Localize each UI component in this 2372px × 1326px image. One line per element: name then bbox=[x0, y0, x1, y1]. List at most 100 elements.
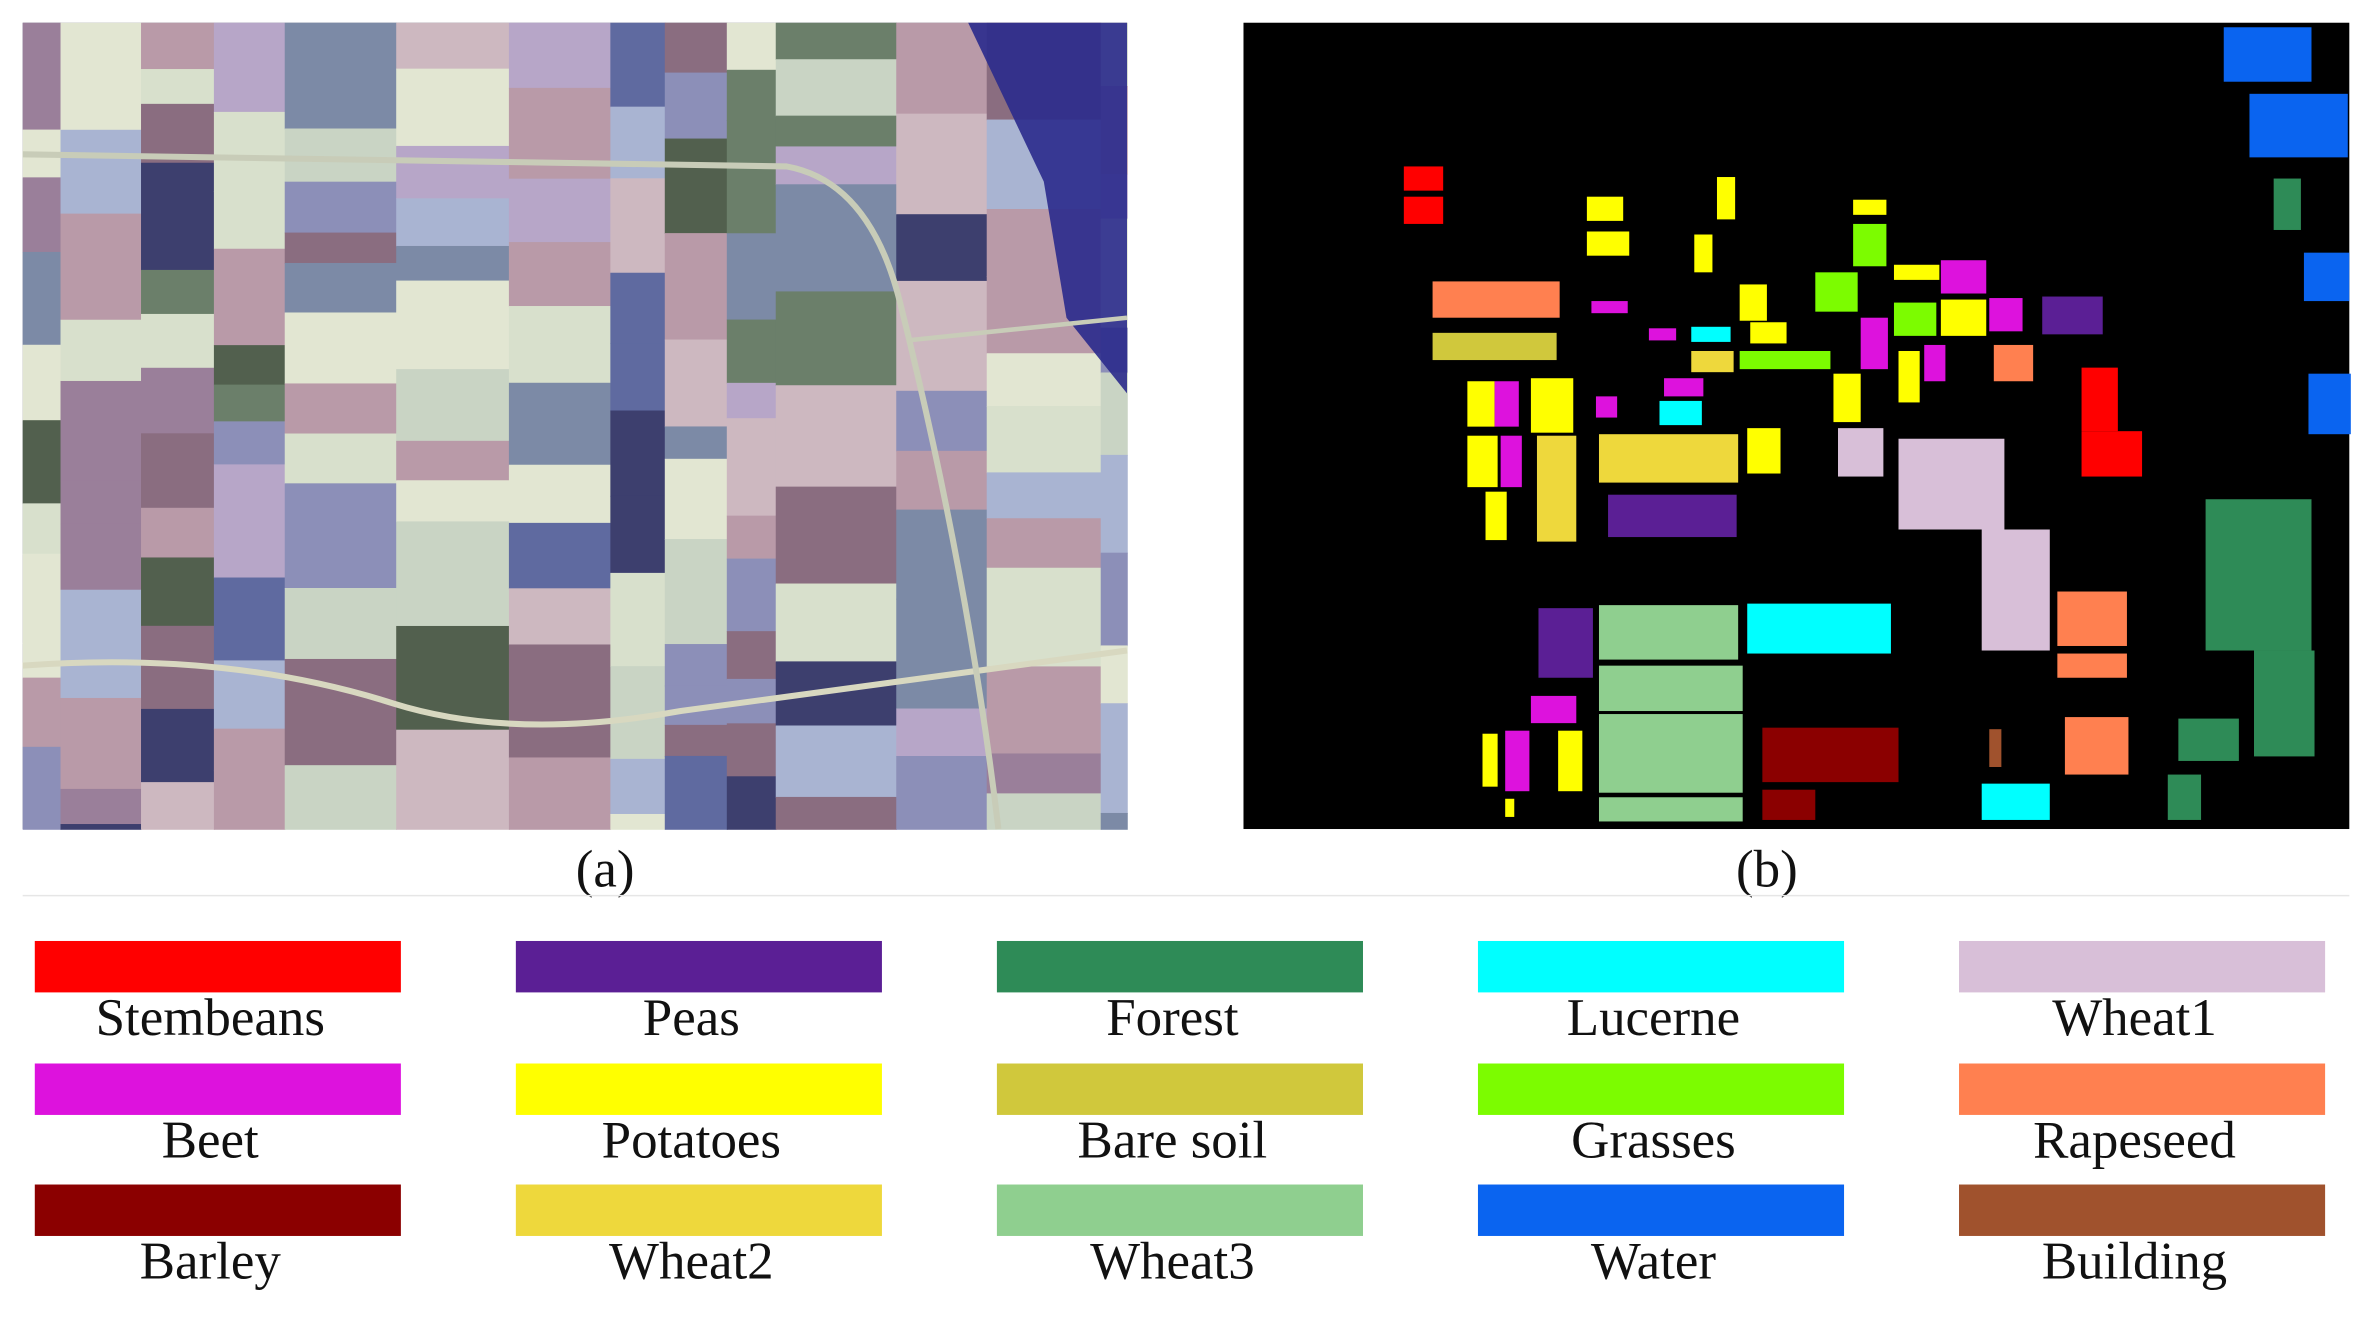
field-patch bbox=[610, 758, 666, 815]
field-patch bbox=[284, 433, 397, 485]
field-patch bbox=[610, 343, 666, 412]
field-patch bbox=[986, 518, 1102, 569]
legend-label: Barley bbox=[140, 1232, 282, 1290]
field-patch bbox=[775, 59, 898, 117]
field-patch bbox=[508, 644, 612, 759]
field-patch bbox=[610, 572, 666, 667]
field-patch bbox=[213, 111, 286, 192]
legend-label: Potatoes bbox=[602, 1111, 781, 1169]
field-patch bbox=[610, 495, 666, 574]
field-patch bbox=[213, 770, 286, 830]
labeled-field bbox=[2223, 27, 2312, 82]
labeled-field bbox=[1558, 730, 1583, 792]
field-patch bbox=[508, 178, 612, 243]
labeled-field bbox=[1833, 373, 1861, 423]
field-patch bbox=[664, 138, 728, 234]
field-patch bbox=[22, 177, 62, 253]
field-patch bbox=[986, 793, 1102, 830]
labeled-field bbox=[2042, 296, 2103, 335]
field-patch bbox=[22, 746, 62, 830]
field-patch bbox=[664, 233, 728, 341]
field-patch bbox=[141, 69, 215, 105]
field-patch bbox=[986, 472, 1102, 519]
road bbox=[907, 315, 1128, 343]
ground-truth-map bbox=[1243, 22, 2351, 830]
field-patch bbox=[60, 589, 142, 699]
field-patch bbox=[396, 198, 510, 247]
field-patch bbox=[22, 677, 62, 748]
field-patch bbox=[141, 782, 215, 830]
field-patch bbox=[396, 68, 510, 147]
legend-swatch bbox=[1959, 1063, 2326, 1115]
field-patch bbox=[396, 22, 510, 70]
field-patch bbox=[284, 483, 397, 589]
labeled-field bbox=[1586, 231, 1630, 256]
legend-swatch bbox=[34, 1184, 401, 1236]
field-patch bbox=[986, 353, 1102, 407]
legend-swatch bbox=[34, 1063, 401, 1115]
field-patch bbox=[396, 145, 510, 200]
field-patch bbox=[986, 406, 1102, 474]
field-patch bbox=[141, 162, 215, 271]
field-patch bbox=[726, 69, 777, 122]
legend-label: Bare soil bbox=[1078, 1111, 1268, 1169]
legend-label: Building bbox=[2042, 1232, 2227, 1290]
labeled-field bbox=[1815, 272, 1858, 312]
field-patch bbox=[284, 765, 397, 830]
road bbox=[22, 151, 1002, 830]
field-patch bbox=[396, 245, 510, 282]
field-patch bbox=[284, 232, 397, 264]
legend-label: Stembeans bbox=[96, 989, 325, 1047]
field-patch bbox=[396, 729, 510, 830]
field-patch bbox=[508, 588, 612, 646]
field-patch bbox=[141, 22, 215, 70]
labeled-field bbox=[1536, 435, 1577, 542]
legend-swatch bbox=[1477, 1063, 1845, 1115]
field-patch bbox=[22, 22, 62, 131]
labeled-field bbox=[1598, 797, 1743, 822]
labeled-field bbox=[2064, 717, 2129, 775]
field-patch bbox=[726, 382, 777, 419]
field-patch bbox=[396, 280, 510, 370]
labeled-field bbox=[1500, 435, 1522, 488]
labeled-field bbox=[1993, 344, 2034, 382]
legend-swatch bbox=[996, 1184, 1363, 1236]
field-patch bbox=[141, 708, 215, 783]
legend-swatch bbox=[1477, 1184, 1845, 1236]
field-patch bbox=[726, 319, 777, 384]
field-patch bbox=[22, 344, 62, 421]
labeled-field bbox=[1403, 166, 1444, 191]
labeled-field bbox=[1467, 381, 1495, 427]
field-patch bbox=[986, 666, 1102, 755]
field-patch bbox=[726, 558, 777, 632]
legend-swatch bbox=[515, 1063, 882, 1115]
labeled-field bbox=[1853, 199, 1887, 215]
field-patch bbox=[775, 796, 898, 830]
field-patch bbox=[141, 367, 215, 435]
legend-label: Wheat2 bbox=[609, 1232, 774, 1290]
legend-swatch bbox=[515, 1184, 882, 1236]
field-patch bbox=[508, 464, 612, 524]
field-patch bbox=[284, 383, 397, 435]
field-patch bbox=[60, 22, 142, 131]
field-patch bbox=[610, 410, 666, 497]
field-patch bbox=[284, 312, 397, 385]
field-patch bbox=[664, 644, 728, 687]
field-patch bbox=[213, 577, 286, 662]
labeled-field bbox=[1494, 381, 1519, 427]
labeled-field bbox=[1538, 608, 1593, 678]
field-patch bbox=[213, 248, 286, 346]
field-patch bbox=[284, 128, 397, 183]
field-patch bbox=[664, 458, 728, 540]
field-patch bbox=[22, 251, 62, 346]
field-patch bbox=[775, 725, 898, 798]
field-patch bbox=[213, 464, 286, 579]
labeled-field bbox=[2057, 591, 2127, 646]
labeled-field bbox=[2205, 499, 2312, 651]
field-patch bbox=[726, 723, 777, 778]
field-patch bbox=[775, 583, 898, 663]
labeled-field bbox=[1591, 301, 1628, 314]
field-patch bbox=[664, 426, 728, 460]
field-patch bbox=[1100, 812, 1128, 830]
field-patch bbox=[664, 22, 728, 74]
